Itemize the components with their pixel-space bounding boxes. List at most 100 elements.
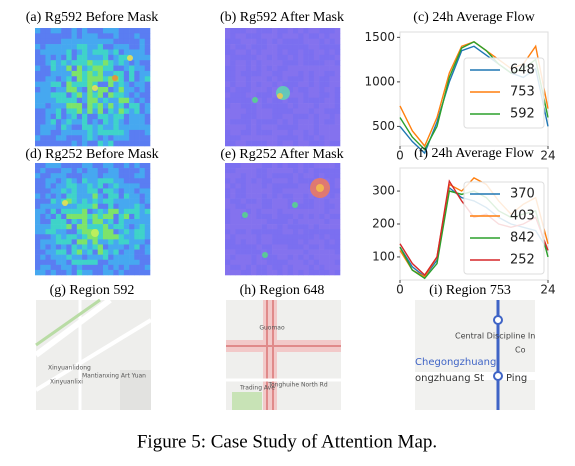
heat-cell <box>76 224 83 230</box>
heat-cell <box>108 49 114 56</box>
heat-cell <box>87 76 93 82</box>
heat-cell <box>240 70 247 77</box>
heat-cell <box>134 254 140 261</box>
heat-cell <box>144 208 151 215</box>
heat-cell <box>66 65 72 72</box>
heat-cell <box>319 244 325 250</box>
heat-cell <box>266 178 273 184</box>
heat-cell <box>40 224 46 230</box>
heat-spot <box>277 93 283 99</box>
heat-cell <box>113 49 119 56</box>
heat-cell <box>61 168 67 174</box>
heat-cell <box>319 239 325 245</box>
heat-cell <box>324 44 330 50</box>
heat-cell <box>102 173 109 179</box>
heat-cell <box>45 108 51 115</box>
heat-cell <box>245 108 252 115</box>
heat-cell <box>134 203 140 210</box>
heat-cell <box>319 254 325 261</box>
heat-cell <box>245 208 252 215</box>
heat-cell <box>319 249 325 255</box>
chart-title: (c) 24h Average Flow <box>413 10 535 25</box>
heat-cell <box>71 108 78 115</box>
legend-label: 753 <box>510 85 535 100</box>
heat-cell <box>129 183 135 189</box>
heat-cell <box>308 92 315 99</box>
heat-cell <box>235 244 241 250</box>
heat-cell <box>303 33 309 40</box>
heat-cell <box>129 38 135 45</box>
heat-cell <box>35 188 41 194</box>
heat-cell <box>35 239 41 245</box>
heat-cell <box>225 108 231 115</box>
heat-cell <box>134 33 140 40</box>
heat-cell <box>92 44 99 50</box>
heat-cell <box>45 81 51 88</box>
heat-cell <box>45 70 51 77</box>
heat-cell <box>82 269 88 276</box>
heat-cell <box>50 244 57 250</box>
panel-title: (e) Rg252 After Mask <box>220 147 343 162</box>
heat-cell <box>251 229 257 235</box>
heat-cell <box>235 173 241 179</box>
heat-cell <box>61 44 67 50</box>
heat-cell <box>35 97 41 104</box>
heat-cell <box>313 163 320 169</box>
heat-cell <box>61 208 67 215</box>
heat-cell <box>319 224 325 230</box>
heat-cell <box>272 28 278 34</box>
heat-cell <box>87 87 93 93</box>
heat-cell <box>113 70 119 77</box>
heat-cell <box>256 44 262 50</box>
heat-cell <box>92 249 99 255</box>
heat-cell <box>55 33 62 40</box>
heat-cell <box>87 224 93 230</box>
heat-cell <box>118 198 125 205</box>
heat-cell <box>87 208 93 215</box>
heat-cell <box>245 70 252 77</box>
heat-cell <box>82 87 88 93</box>
heat-cell <box>123 219 130 225</box>
heat-cell <box>87 203 93 210</box>
map-label: Tonghuihe North Rd <box>267 382 327 389</box>
heat-cell <box>240 178 247 184</box>
heat-cell <box>303 208 309 215</box>
heat-cell <box>139 193 146 199</box>
heat-cell <box>139 38 146 45</box>
heat-cell <box>45 92 51 99</box>
heat-cell <box>134 183 140 189</box>
heat-cell <box>324 163 330 169</box>
heat-cell <box>139 269 146 276</box>
heat-cell <box>225 188 231 194</box>
legend-label: 648 <box>510 63 535 78</box>
heat-cell <box>272 219 278 225</box>
heat-cell <box>235 76 241 82</box>
heat-cell <box>266 103 273 109</box>
heat-cell <box>40 108 46 115</box>
heat-cell <box>144 178 151 184</box>
heat-cell <box>303 108 309 115</box>
heat-cell <box>113 249 119 255</box>
heat-cell <box>113 129 119 136</box>
heat-cell <box>55 193 62 199</box>
heat-cell <box>45 208 51 215</box>
heat-cell <box>329 87 336 93</box>
heat-cell <box>298 119 304 125</box>
heat-cell <box>324 244 330 250</box>
heat-cell <box>97 198 104 205</box>
heat-cell <box>287 108 294 115</box>
heat-cell <box>118 269 125 276</box>
heat-cell <box>113 168 119 174</box>
heat-cell <box>144 203 151 210</box>
heat-cell <box>277 269 283 276</box>
heat-cell <box>113 135 119 141</box>
heatmap <box>225 163 341 276</box>
heat-cell <box>40 33 46 40</box>
heat-cell <box>87 60 93 66</box>
heat-cell <box>245 254 252 261</box>
heat-cell <box>97 54 104 61</box>
heat-cell <box>272 254 278 261</box>
heat-cell <box>118 97 125 104</box>
heat-cell <box>313 229 320 235</box>
heat-cell <box>50 49 57 56</box>
